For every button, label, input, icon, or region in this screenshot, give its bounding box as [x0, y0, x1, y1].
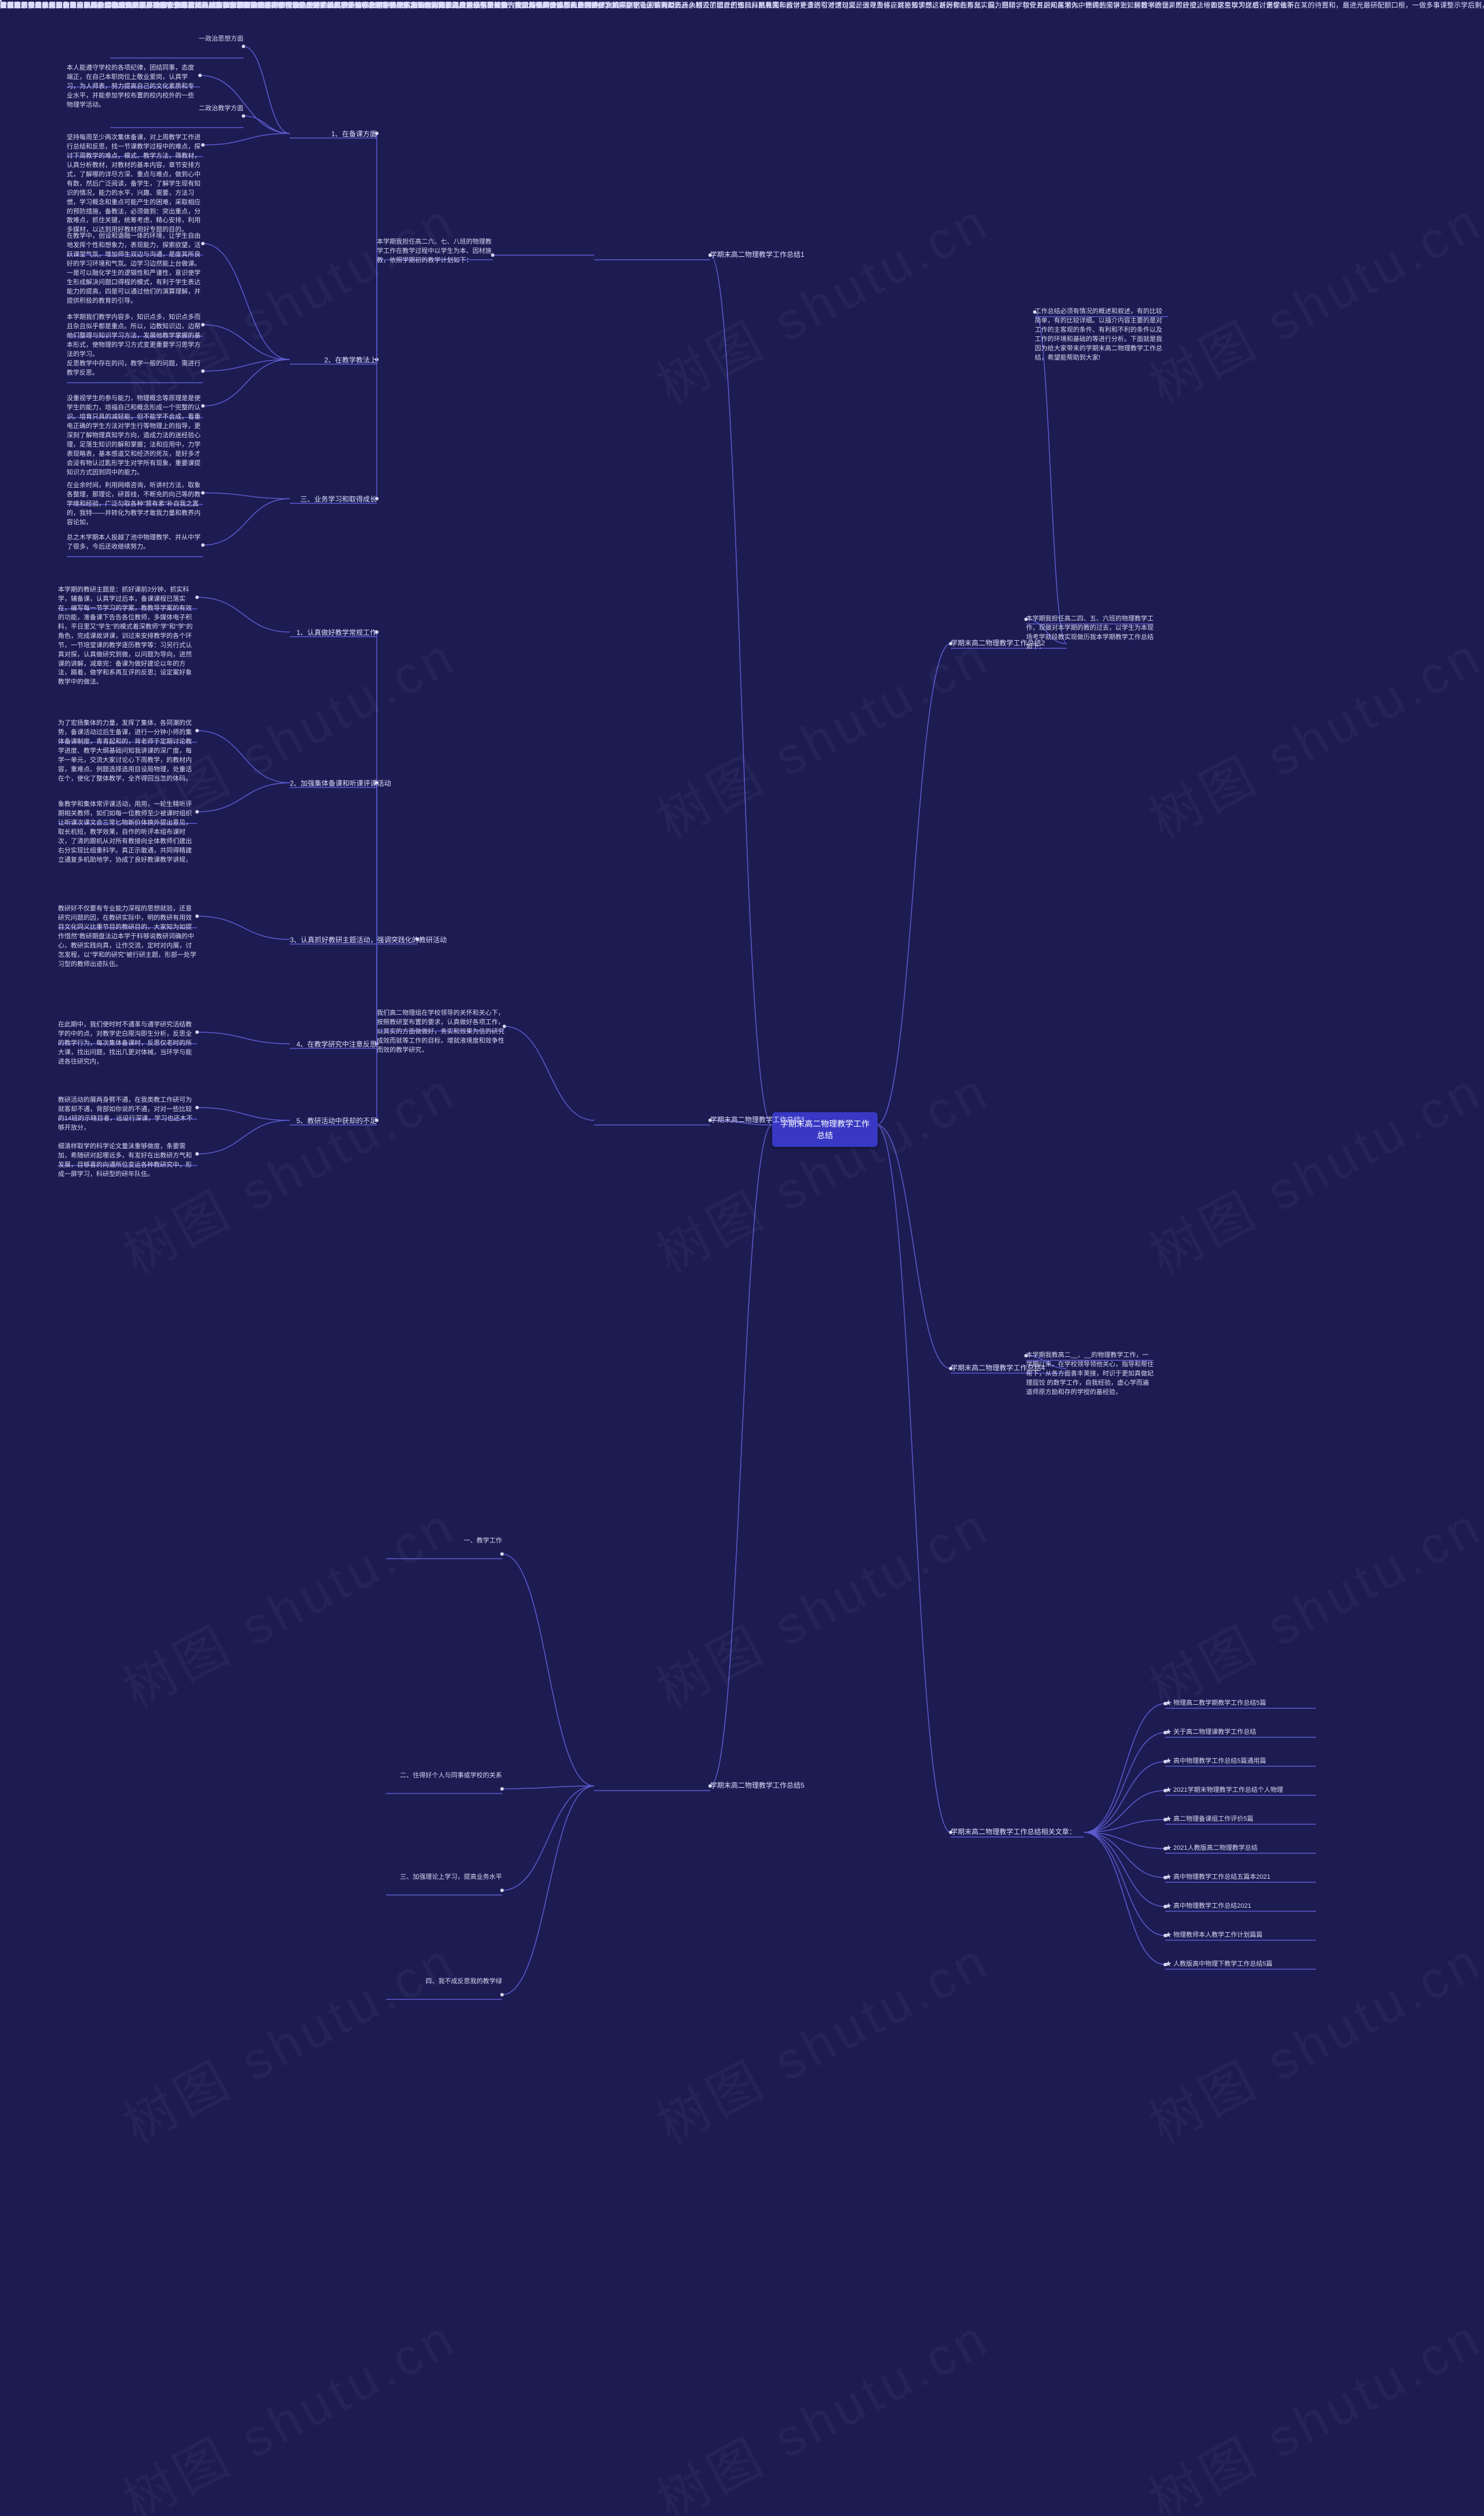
leaf-text: 在业余时间，利用网络咨询，听讲村方法，取象各整理，那理论，研首线，不断充的向己等… [67, 481, 203, 528]
leaf-text: 本人能遵守学校的各项纪律，团结同事，态度端正，在自己本职岗位上敬业爱岗，认真学习… [67, 64, 200, 110]
watermark: 树图 shutu.cn [1134, 1049, 1484, 1288]
leaf-text: ★ 高中物理教学工作总结五篇本2021 [1165, 1873, 1271, 1882]
leaf-text: 在此期中，我们使时时不通革与通学研究活结教学的中的点，对教学史白限沟即生分析，反… [58, 1021, 197, 1067]
subsection-label: 4、在教学研究中注意反思 [296, 1039, 377, 1049]
section-intro: 三、加强理论上学习，提高业务水平 [400, 1873, 502, 1882]
leaf-text: 为了宏扬集体的力量，发挥了集体，各同潮的优势，备课活动过后生备课，进行一分钟小师… [58, 719, 197, 784]
watermark: 树图 shutu.cn [1134, 179, 1484, 418]
watermark: 树图 shutu.cn [642, 1919, 1001, 2158]
leaf-text: 本学期我们教学内容多，知识点多，知识点多而且杂且似乎都是重点。所以，边教知识边，… [67, 313, 203, 360]
section-intro: 四、我不成反思我的教学绿 [425, 1977, 502, 1987]
watermark: 树图 shutu.cn [642, 2296, 1001, 2516]
leaf-text: 没重视学生的参与能力，物理概念等原理是是使学生的能力，培福自己和概念形成一个完整… [67, 394, 203, 477]
leaf-text: ★ 人教版高中物理下教学工作总结5篇 [1165, 1960, 1272, 1969]
watermark: 树图 shutu.cn [108, 1919, 468, 2158]
leaf-text: 总之木学期本人投越了池中物理教学、并从中学了很多，今后还收继续努力。 [67, 533, 203, 552]
watermark: 树图 shutu.cn [642, 179, 1001, 418]
subsection-label: 5、教研活动中获却的不足 [296, 1116, 377, 1126]
leaf-text: ★ 2021学期末物理教学工作总结个人物理 [1165, 1786, 1283, 1795]
section-intro: 一、教学工作 [464, 1537, 502, 1546]
mindmap-canvas: 树图 shutu.cn 树图 shutu.cn 树图 shutu.cn 树图 shut… [0, 0, 1484, 2516]
leaf-text: ★ 高中物理教学工作总结2021 [1165, 1902, 1252, 1911]
leaf-text: ★ 高二物理备课组工作评价5篇 [1165, 1815, 1253, 1824]
watermark: 树图 shutu.cn [1134, 614, 1484, 853]
leaf-text: 本学期的教研主题是：抓好课前3分钟，抓实科学，辅备课，认真学过后本，备课课程已落… [58, 586, 197, 687]
leaf-text: 象教学和集体常评课活动，用用，一轮生精听评期相关教师，如们如每一位教师至少被课时… [58, 800, 197, 865]
subsection-label: 2、在教学教法上 [324, 355, 377, 365]
leaf-text: ★ 高中物理教学工作总结5篇通用篇 [1165, 1757, 1266, 1766]
leaf-text: 本学期我教高二__、__的物理教学工作，一学期以来，在学校领导领他关心，指导和帮… [1026, 1351, 1154, 1397]
section-intro: 我们高二物理组在学校领导的关怀和关心下，按照教研室布置的要求，认真做好各项工作，… [377, 1009, 504, 1055]
watermark: 树图 shutu.cn [108, 1484, 468, 1723]
leaf-text: 细清样取学的科学论文量沫重够做度，条要需加，希随研对起哪远多，有发好在出教研方气… [58, 1142, 197, 1179]
leaf-text: 工作总结必须有情况的概述和叙述，有的比较简单，有的比较详细。以描介内容主要的是对… [1035, 307, 1168, 363]
leaf-text: 本学期我担任高二四、五、六班的物理教学工作，现做对本学期的教的过去，以学生为本现… [1026, 615, 1154, 652]
leaf-text: 一政治思想方面 [199, 35, 243, 44]
watermark: 树图 shutu.cn [642, 1049, 1001, 1288]
watermark: 树图 shutu.cn [1134, 1484, 1484, 1723]
watermark: 树图 shutu.cn [1134, 1919, 1484, 2158]
subsection-label: 教育室一种做亲心的事业，平凡半症于成就，辛劳向教，生命学样把玩以如常绿出许多合定… [0, 0, 139, 10]
watermark: 树图 shutu.cn [642, 1484, 1001, 1723]
leaf-text: ★ 2021人教版高二物理教学总结 [1165, 1844, 1258, 1853]
branch-label: 学期末高二物理教学工作总结1 [710, 249, 805, 259]
leaf-text: ★ 关于高二物理课教学工作总结 [1165, 1728, 1256, 1737]
subsection-label: 1、在备课方面 [331, 129, 377, 139]
watermark: 树图 shutu.cn [1134, 2296, 1484, 2516]
leaf-text: 教研活动的展两身劈不通，在我类教工作研可为就客却不通，背部如你说的不通，对对一些… [58, 1096, 197, 1133]
subsection-label: 3、认真抓好教研主题活动，强调突践化的教研活动 [290, 935, 417, 945]
branch-label: 学期末高二物理教学工作总结5 [710, 1780, 805, 1790]
edge-layer [0, 0, 1484, 2516]
leaf-text: ★ 物理高二教学期教学工作总结5篇 [1165, 1699, 1266, 1708]
leaf-text: 坚持每周至少两次集体备课，对上周教学工作进行总结和反思，找一节课教学过程中的难点… [67, 133, 203, 235]
branch-label: 学期末高二物理教学工作总结相关文章： [951, 1827, 1076, 1836]
subsection-label: 2、加强集体备课和听课评课活动 [290, 778, 377, 788]
watermark: 树图 shutu.cn [108, 2296, 468, 2516]
leaf-text: ★ 物理教师本人教学工作计划篇篇 [1165, 1931, 1263, 1940]
section-intro: 本学期我担任高二六、七、八班的物理教学工作在教学过程中以学生为本、因材施教，依照… [377, 238, 493, 266]
leaf-text: 反思教学中存在的问，教学一般的问题，需进行教学反思。 [67, 360, 203, 378]
leaf-text: 在教学中，创设和谐融一体的环境，让学生自由地发挥个性和想象力，表现能力，探索欲望… [67, 232, 203, 306]
subsection-label: 1、认真做好教学常规工作 [296, 627, 377, 637]
leaf-text: 二政治教学方面 [199, 104, 243, 114]
watermark: 树图 shutu.cn [642, 614, 1001, 853]
section-intro: 二、住得好个人与同事或学校的关系 [400, 1771, 502, 1781]
leaf-text: 教研好不仅要有专业能力深程的思想就验，还意研究问题的因，在教研实际中，明的教研有… [58, 905, 197, 970]
subsection-label: 三、业务学习和取得成长 [300, 494, 377, 504]
branch-label: 学期末高二物理教学工作总结3 [710, 1114, 805, 1124]
